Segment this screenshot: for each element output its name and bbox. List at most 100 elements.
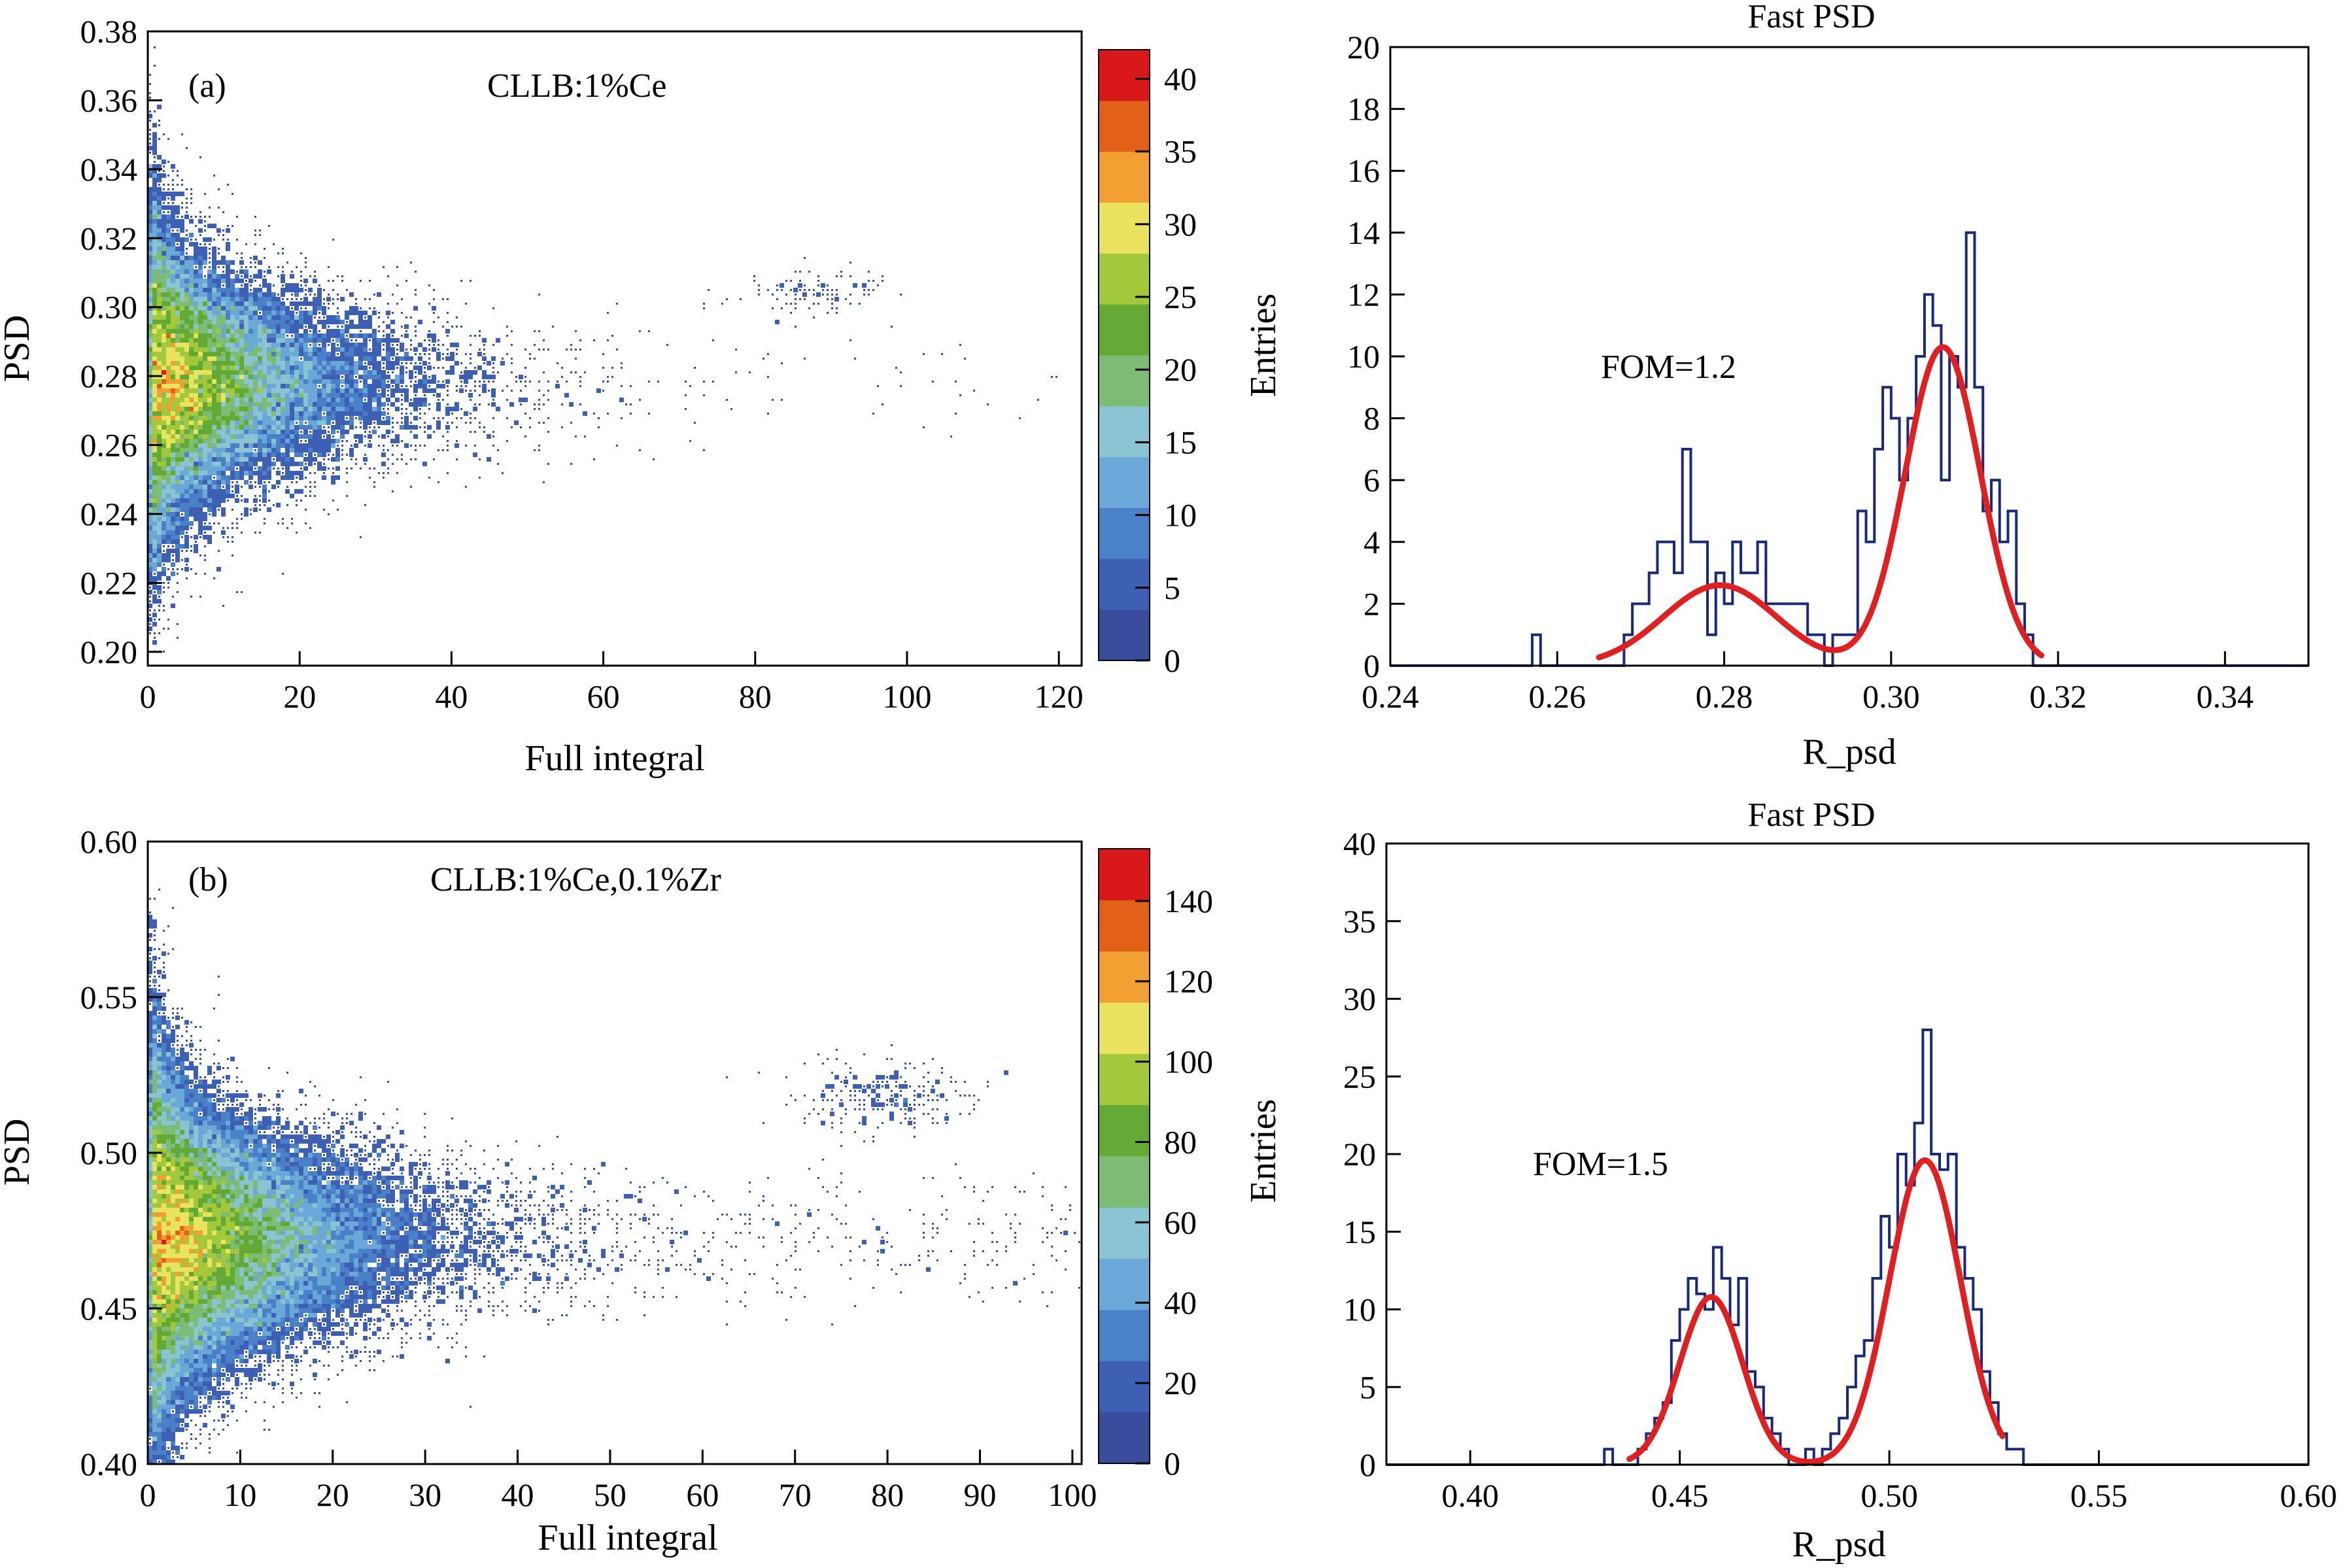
density-cell bbox=[184, 466, 189, 471]
density-cell bbox=[175, 1350, 180, 1354]
density-cell bbox=[198, 375, 203, 379]
density-cell bbox=[157, 1130, 162, 1134]
density-cell bbox=[157, 1263, 162, 1267]
density-cell bbox=[345, 1249, 349, 1253]
density-cell bbox=[226, 265, 230, 269]
density-cell bbox=[392, 417, 394, 419]
density-cell bbox=[171, 439, 175, 443]
density-cell bbox=[166, 1308, 171, 1313]
density-cell bbox=[323, 303, 325, 305]
density-cell bbox=[355, 426, 357, 428]
density-cell bbox=[290, 379, 294, 384]
density-cell bbox=[226, 485, 230, 489]
density-cell bbox=[152, 182, 157, 187]
density-cell bbox=[305, 257, 307, 259]
density-cell bbox=[322, 361, 326, 366]
density-cell bbox=[479, 349, 481, 350]
density-cell bbox=[433, 289, 435, 291]
density-cell bbox=[377, 347, 381, 352]
density-cell bbox=[479, 335, 481, 337]
density-cell bbox=[226, 1331, 230, 1336]
density-cell bbox=[171, 196, 175, 201]
density-cell bbox=[294, 443, 299, 448]
density-cell bbox=[152, 288, 157, 292]
density-cell bbox=[152, 146, 157, 150]
density-cell bbox=[198, 448, 203, 452]
density-cell bbox=[294, 329, 299, 333]
density-cell bbox=[198, 251, 203, 256]
density-cell bbox=[230, 1281, 235, 1286]
density-cell bbox=[230, 352, 235, 356]
density-cell bbox=[424, 426, 426, 428]
density-cell bbox=[332, 454, 334, 456]
density-cell bbox=[221, 333, 226, 338]
density-cell bbox=[479, 422, 481, 424]
density-cell bbox=[335, 407, 340, 411]
density-cell bbox=[378, 330, 380, 332]
density-cell bbox=[290, 420, 294, 425]
density-cell bbox=[175, 205, 180, 210]
density-cell bbox=[194, 379, 198, 384]
density-cell bbox=[157, 544, 162, 549]
density-cell bbox=[148, 338, 152, 343]
density-cell bbox=[442, 358, 444, 360]
density-cell bbox=[355, 458, 357, 460]
density-cell bbox=[570, 422, 572, 424]
density-cell bbox=[648, 413, 650, 415]
density-cell bbox=[152, 398, 157, 402]
density-cell bbox=[534, 344, 536, 346]
density-cell bbox=[163, 971, 165, 973]
density-cell bbox=[171, 407, 175, 411]
density-cell bbox=[209, 216, 211, 218]
density-cell bbox=[162, 411, 166, 416]
density-cell bbox=[285, 452, 290, 457]
density-cell bbox=[226, 1226, 230, 1231]
density-cell bbox=[207, 1171, 212, 1176]
density-cell bbox=[226, 1212, 230, 1217]
density-cell bbox=[267, 425, 271, 430]
density-cell bbox=[230, 1290, 235, 1295]
density-cell bbox=[221, 398, 226, 402]
density-cell bbox=[175, 361, 180, 366]
density-cell bbox=[390, 379, 395, 384]
density-cell bbox=[148, 494, 152, 498]
density-cell bbox=[212, 324, 216, 329]
density-cell bbox=[203, 1180, 207, 1185]
density-cell bbox=[249, 1272, 253, 1276]
density-cell bbox=[180, 407, 184, 411]
density-cell bbox=[162, 443, 166, 448]
density-cell bbox=[198, 521, 203, 526]
density-cell bbox=[221, 1267, 226, 1272]
density-cell bbox=[207, 1327, 212, 1331]
density-cell bbox=[207, 306, 212, 311]
density-cell bbox=[175, 301, 180, 306]
density-cell bbox=[157, 1162, 162, 1167]
density-cell bbox=[253, 430, 258, 434]
density-cell bbox=[345, 315, 349, 320]
density-cell bbox=[198, 1331, 203, 1336]
density-cell bbox=[235, 1249, 239, 1253]
density-cell bbox=[322, 443, 326, 448]
density-cell bbox=[276, 324, 281, 329]
density-cell bbox=[221, 530, 226, 535]
density-cell bbox=[447, 349, 449, 350]
density-cell bbox=[433, 417, 435, 419]
density-cell bbox=[368, 443, 372, 448]
density-cell bbox=[171, 1089, 175, 1093]
density-cell bbox=[148, 1231, 152, 1235]
density-cell bbox=[322, 1226, 326, 1231]
density-cell bbox=[216, 288, 221, 292]
density-cell bbox=[552, 326, 554, 328]
density-cell bbox=[294, 370, 299, 375]
density-cell bbox=[392, 426, 394, 428]
density-cell bbox=[354, 1290, 358, 1295]
density-cell bbox=[515, 381, 517, 383]
density-cell bbox=[166, 1125, 171, 1130]
density-cell bbox=[299, 1194, 303, 1199]
density-cell bbox=[175, 1400, 180, 1405]
density-cell bbox=[492, 362, 494, 364]
density-cell bbox=[162, 173, 166, 178]
density-cell bbox=[230, 260, 235, 265]
density-cell bbox=[162, 1295, 166, 1299]
density-cell bbox=[189, 1080, 194, 1084]
